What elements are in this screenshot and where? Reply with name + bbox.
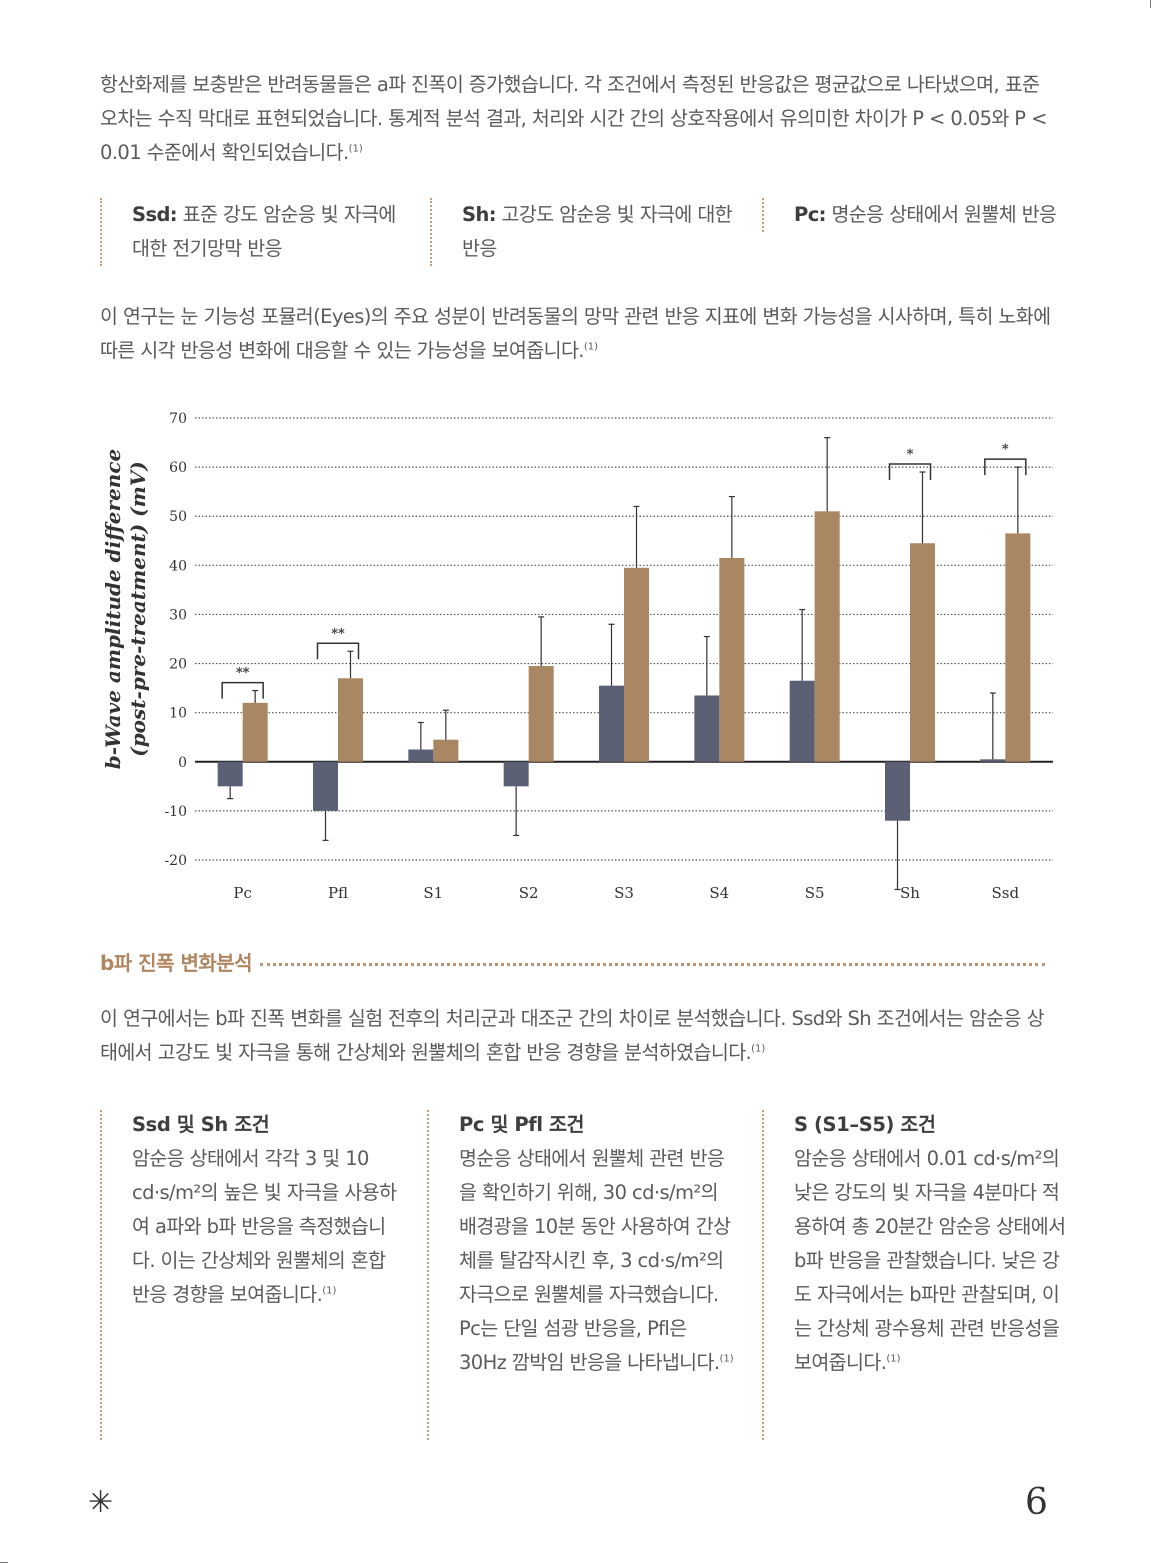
x-tick-label: S1 (423, 884, 443, 902)
definition-pc: Pc: 명순응 상태에서 원뿔체 반응 (762, 198, 1069, 232)
bar (338, 678, 363, 762)
significance-bracket (984, 458, 1027, 476)
significance-bracket (316, 642, 360, 660)
bar (528, 666, 554, 762)
y-tick-label: 20 (169, 657, 187, 673)
bar (910, 543, 935, 762)
y-tick-label: 60 (169, 460, 187, 476)
bar (980, 759, 1006, 762)
bar (694, 695, 720, 762)
citation-ref: (1) (322, 1285, 337, 1297)
y-tick-label: 10 (169, 706, 187, 722)
bar (599, 685, 624, 762)
bar (719, 557, 745, 762)
definition-sh: Sh: 고강도 암순응 빛 자극에 대한 반응 (430, 198, 737, 266)
y-tick-label: -10 (164, 804, 187, 820)
citation-ref: (1) (886, 1353, 901, 1365)
column-text: 명순응 상태에서 원뿔체 관련 반응을 확인하기 위해, 30 cd·s/m²의… (459, 1147, 734, 1374)
section-header: b파 진폭 변화분석 (100, 946, 1045, 976)
bar (313, 761, 338, 811)
citation-ref: (1) (348, 143, 363, 155)
significance-bracket (221, 681, 264, 699)
bar (789, 680, 815, 762)
x-tick-label: Ssd (992, 884, 1020, 902)
definition-desc: 표준 강도 암순응 빛 자극에 대한 전기망막 반응 (132, 203, 396, 260)
x-tick-label: S4 (709, 884, 729, 902)
y-tick-label: 30 (169, 607, 187, 623)
bar (503, 761, 529, 787)
column-title: Ssd 및 Sh 조건 (132, 1113, 270, 1136)
crop-mark (0, 1562, 8, 1563)
x-tick-label: S5 (805, 884, 825, 902)
bar (433, 739, 459, 762)
definition-desc: 명순응 상태에서 원뿔체 반응 (831, 203, 1057, 226)
analysis-paragraph: 이 연구에서는 b파 진폭 변화를 실험 전후의 처리군과 대조군 간의 차이로… (100, 1007, 1045, 1064)
column-pc-pfl: Pc 및 Pfl 조건 명순응 상태에서 원뿔체 관련 반응을 확인하기 위해,… (427, 1110, 734, 1440)
b-wave-bar-chart: 70 60 50 40 30 20 10 0 -10 -20 b-Wave amplitude di… (95, 400, 1065, 920)
significance-marker: ** (236, 666, 250, 681)
study-paragraph: 이 연구는 눈 기능성 포뮬러(Eyes)의 주요 성분이 반려동물의 망막 관… (100, 305, 1051, 362)
definition-desc: 고강도 암순응 빛 자극에 대한 반응 (462, 203, 733, 260)
x-tick-label: Pfl (328, 884, 348, 902)
y-tick-label: -20 (164, 853, 187, 869)
definition-term: Ssd: (132, 203, 178, 226)
section-divider (260, 962, 1045, 966)
definition-term: Pc: (794, 203, 826, 226)
sparkle-star-icon: ✳ (88, 1485, 114, 1520)
x-tick-label: S3 (614, 884, 634, 902)
significance-marker: * (907, 447, 914, 462)
bar (408, 749, 434, 762)
y-tick-label: 70 (169, 411, 187, 427)
bar (814, 511, 840, 762)
column-title: Pc 및 Pfl 조건 (459, 1113, 585, 1136)
crop-mark (1150, 0, 1151, 8)
significance-marker: ** (331, 626, 345, 641)
citation-ref: (1) (751, 1043, 766, 1055)
column-title: S (S1–S5) 조건 (794, 1113, 936, 1136)
column-text: 암순응 상태에서 각각 3 및 10 cd·s/m²의 높은 빛 자극을 사용하… (132, 1147, 397, 1306)
bar (217, 761, 243, 787)
bar (885, 761, 910, 821)
chart-canvas: 70 60 50 40 30 20 10 0 -10 -20 b-Wave amplitude di… (101, 411, 1053, 902)
column-s1-s5: S (S1–S5) 조건 암순응 상태에서 0.01 cd·s/m²의 낮은 강… (762, 1110, 1069, 1440)
y-tick-label: 0 (178, 755, 187, 771)
bar (242, 702, 268, 762)
x-tick-label: Sh (900, 884, 920, 902)
page-number: 6 (1025, 1482, 1048, 1523)
significance-marker: * (1002, 442, 1009, 457)
definition-list: Ssd: 표준 강도 암순응 빛 자극에 대한 전기망막 반응 Sh: 고강도 … (100, 198, 1060, 268)
y-tick-label: 40 (169, 558, 187, 574)
column-text: 암순응 상태에서 0.01 cd·s/m²의 낮은 강도의 빛 자극을 4분마다… (794, 1147, 1066, 1374)
bar (1005, 533, 1031, 762)
y-axis-label: b-Wave amplitude difference (101, 449, 125, 770)
definition-ssd: Ssd: 표준 강도 암순응 빛 자극에 대한 전기망막 반응 (100, 198, 407, 266)
section-title: b파 진폭 변화분석 (100, 950, 253, 975)
bar (624, 567, 649, 762)
citation-ref: (1) (583, 341, 599, 353)
x-tick-label: Pc (233, 884, 252, 902)
intro-paragraph: 항산화제를 보충받은 반려동물들은 a파 진폭이 증가했습니다. 각 조건에서 … (100, 73, 1047, 164)
definition-term: Sh: (462, 203, 497, 226)
y-axis-label: (post-pre-treatment) (mV) (126, 461, 150, 757)
x-tick-label: S2 (519, 884, 539, 902)
citation-ref: (1) (719, 1353, 734, 1365)
condition-columns: Ssd 및 Sh 조건 암순응 상태에서 각각 3 및 10 cd·s/m²의 … (100, 1110, 1066, 1445)
y-tick-label: 50 (169, 509, 187, 525)
significance-bracket (888, 463, 932, 481)
column-ssd-sh: Ssd 및 Sh 조건 암순응 상태에서 각각 3 및 10 cd·s/m²의 … (100, 1110, 407, 1440)
